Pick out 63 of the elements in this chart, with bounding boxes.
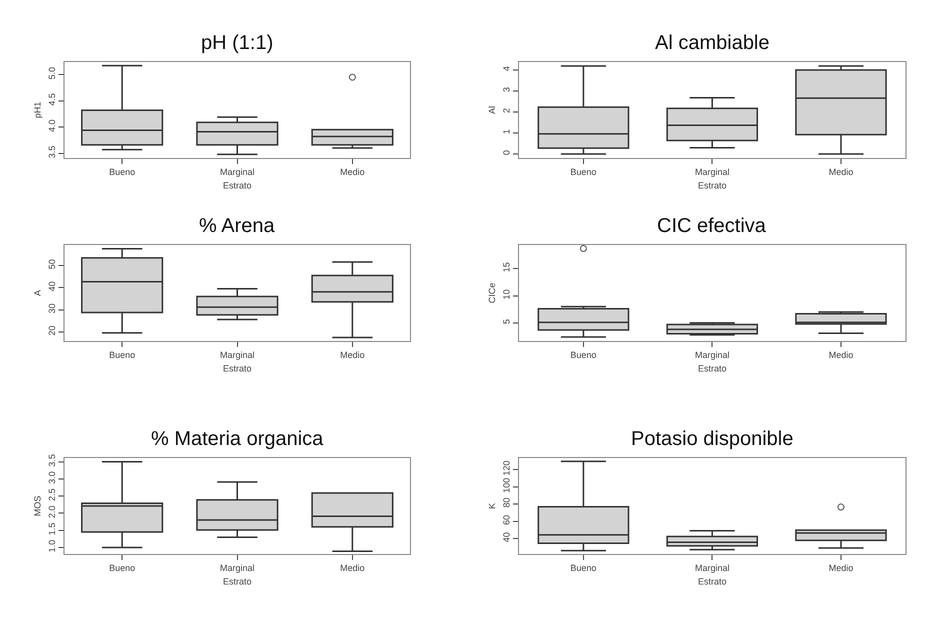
y-tick-label: 10 xyxy=(501,289,512,300)
y-tick-label: 120 xyxy=(501,460,512,476)
y-tick-label: 3.5 xyxy=(46,454,57,467)
x-axis-title: Estrato xyxy=(698,364,726,374)
y-tick-label: 0 xyxy=(501,150,512,156)
y-tick-label: 1.0 xyxy=(46,540,57,552)
x-tick-label: Marginal xyxy=(694,562,730,573)
x-axis-title: Estrato xyxy=(222,576,252,587)
chart-title: Potasio disponible xyxy=(631,428,794,450)
y-tick-label: 3 xyxy=(501,87,512,92)
y-tick-label: 5 xyxy=(501,319,512,324)
y-tick-label: 20 xyxy=(46,326,57,336)
y-axis-title: Al xyxy=(486,106,497,114)
y-tick-label: 3.5 xyxy=(46,146,57,158)
x-tick-label: Medio xyxy=(340,350,365,360)
x-tick-label: Marginal xyxy=(220,350,255,360)
y-axis-title: A xyxy=(32,290,42,296)
x-tick-label: Bueno xyxy=(109,350,136,360)
y-axis-title: MOS xyxy=(32,496,42,516)
y-tick-label: 50 xyxy=(46,259,57,270)
x-tick-label: Marginal xyxy=(220,562,255,573)
x-tick-label: Bueno xyxy=(570,562,596,573)
y-tick-label: 5.0 xyxy=(46,66,57,80)
x-axis-title: Estrato xyxy=(222,364,252,374)
y-axis-title: pH1 xyxy=(32,102,42,118)
x-tick-label: Medio xyxy=(828,562,854,573)
y-tick-label: 40 xyxy=(501,532,512,542)
x-axis-title: Estrato xyxy=(698,576,726,587)
y-tick-label: 100 xyxy=(501,478,512,493)
y-tick-label: 1.5 xyxy=(46,522,57,536)
chart-title: % Arena xyxy=(199,215,276,237)
y-axis-title: K xyxy=(486,502,497,510)
x-tick-label: Bueno xyxy=(570,166,596,177)
x-tick-label: Marginal xyxy=(220,166,255,177)
y-tick-label: 60 xyxy=(501,514,512,525)
x-tick-label: Medio xyxy=(340,166,365,177)
x-tick-label: Marginal xyxy=(694,350,730,360)
x-tick-label: Marginal xyxy=(694,166,730,177)
x-tick-label: Bueno xyxy=(570,350,596,360)
y-tick-label: 2 xyxy=(501,108,512,114)
y-tick-label: 1 xyxy=(501,129,512,134)
x-tick-label: Medio xyxy=(828,166,854,177)
y-tick-label: 4 xyxy=(501,66,512,72)
y-tick-label: 4.5 xyxy=(46,93,57,106)
x-axis-title: Estrato xyxy=(698,180,726,191)
chart-title: CIC efectiva xyxy=(657,215,767,237)
x-axis-title: Estrato xyxy=(222,180,252,191)
x-tick-label: Bueno xyxy=(109,166,136,177)
chart-title: % Materia organica xyxy=(151,428,324,450)
y-tick-label: 3.0 xyxy=(46,471,57,484)
y-tick-label: 2.0 xyxy=(46,506,57,518)
y-axis-title: CICe xyxy=(486,282,497,304)
x-tick-label: Medio xyxy=(340,562,365,573)
y-tick-label: 80 xyxy=(501,498,512,508)
chart-title: pH (1:1) xyxy=(201,32,274,54)
y-tick-label: 15 xyxy=(501,262,512,272)
x-tick-label: Medio xyxy=(828,350,854,360)
y-tick-label: 30 xyxy=(46,303,57,314)
x-tick-label: Bueno xyxy=(109,562,136,573)
y-tick-label: 4.0 xyxy=(46,119,57,132)
chart-title: Al cambiable xyxy=(655,32,770,54)
y-tick-label: 40 xyxy=(46,281,57,292)
y-tick-label: 2.5 xyxy=(46,488,57,501)
